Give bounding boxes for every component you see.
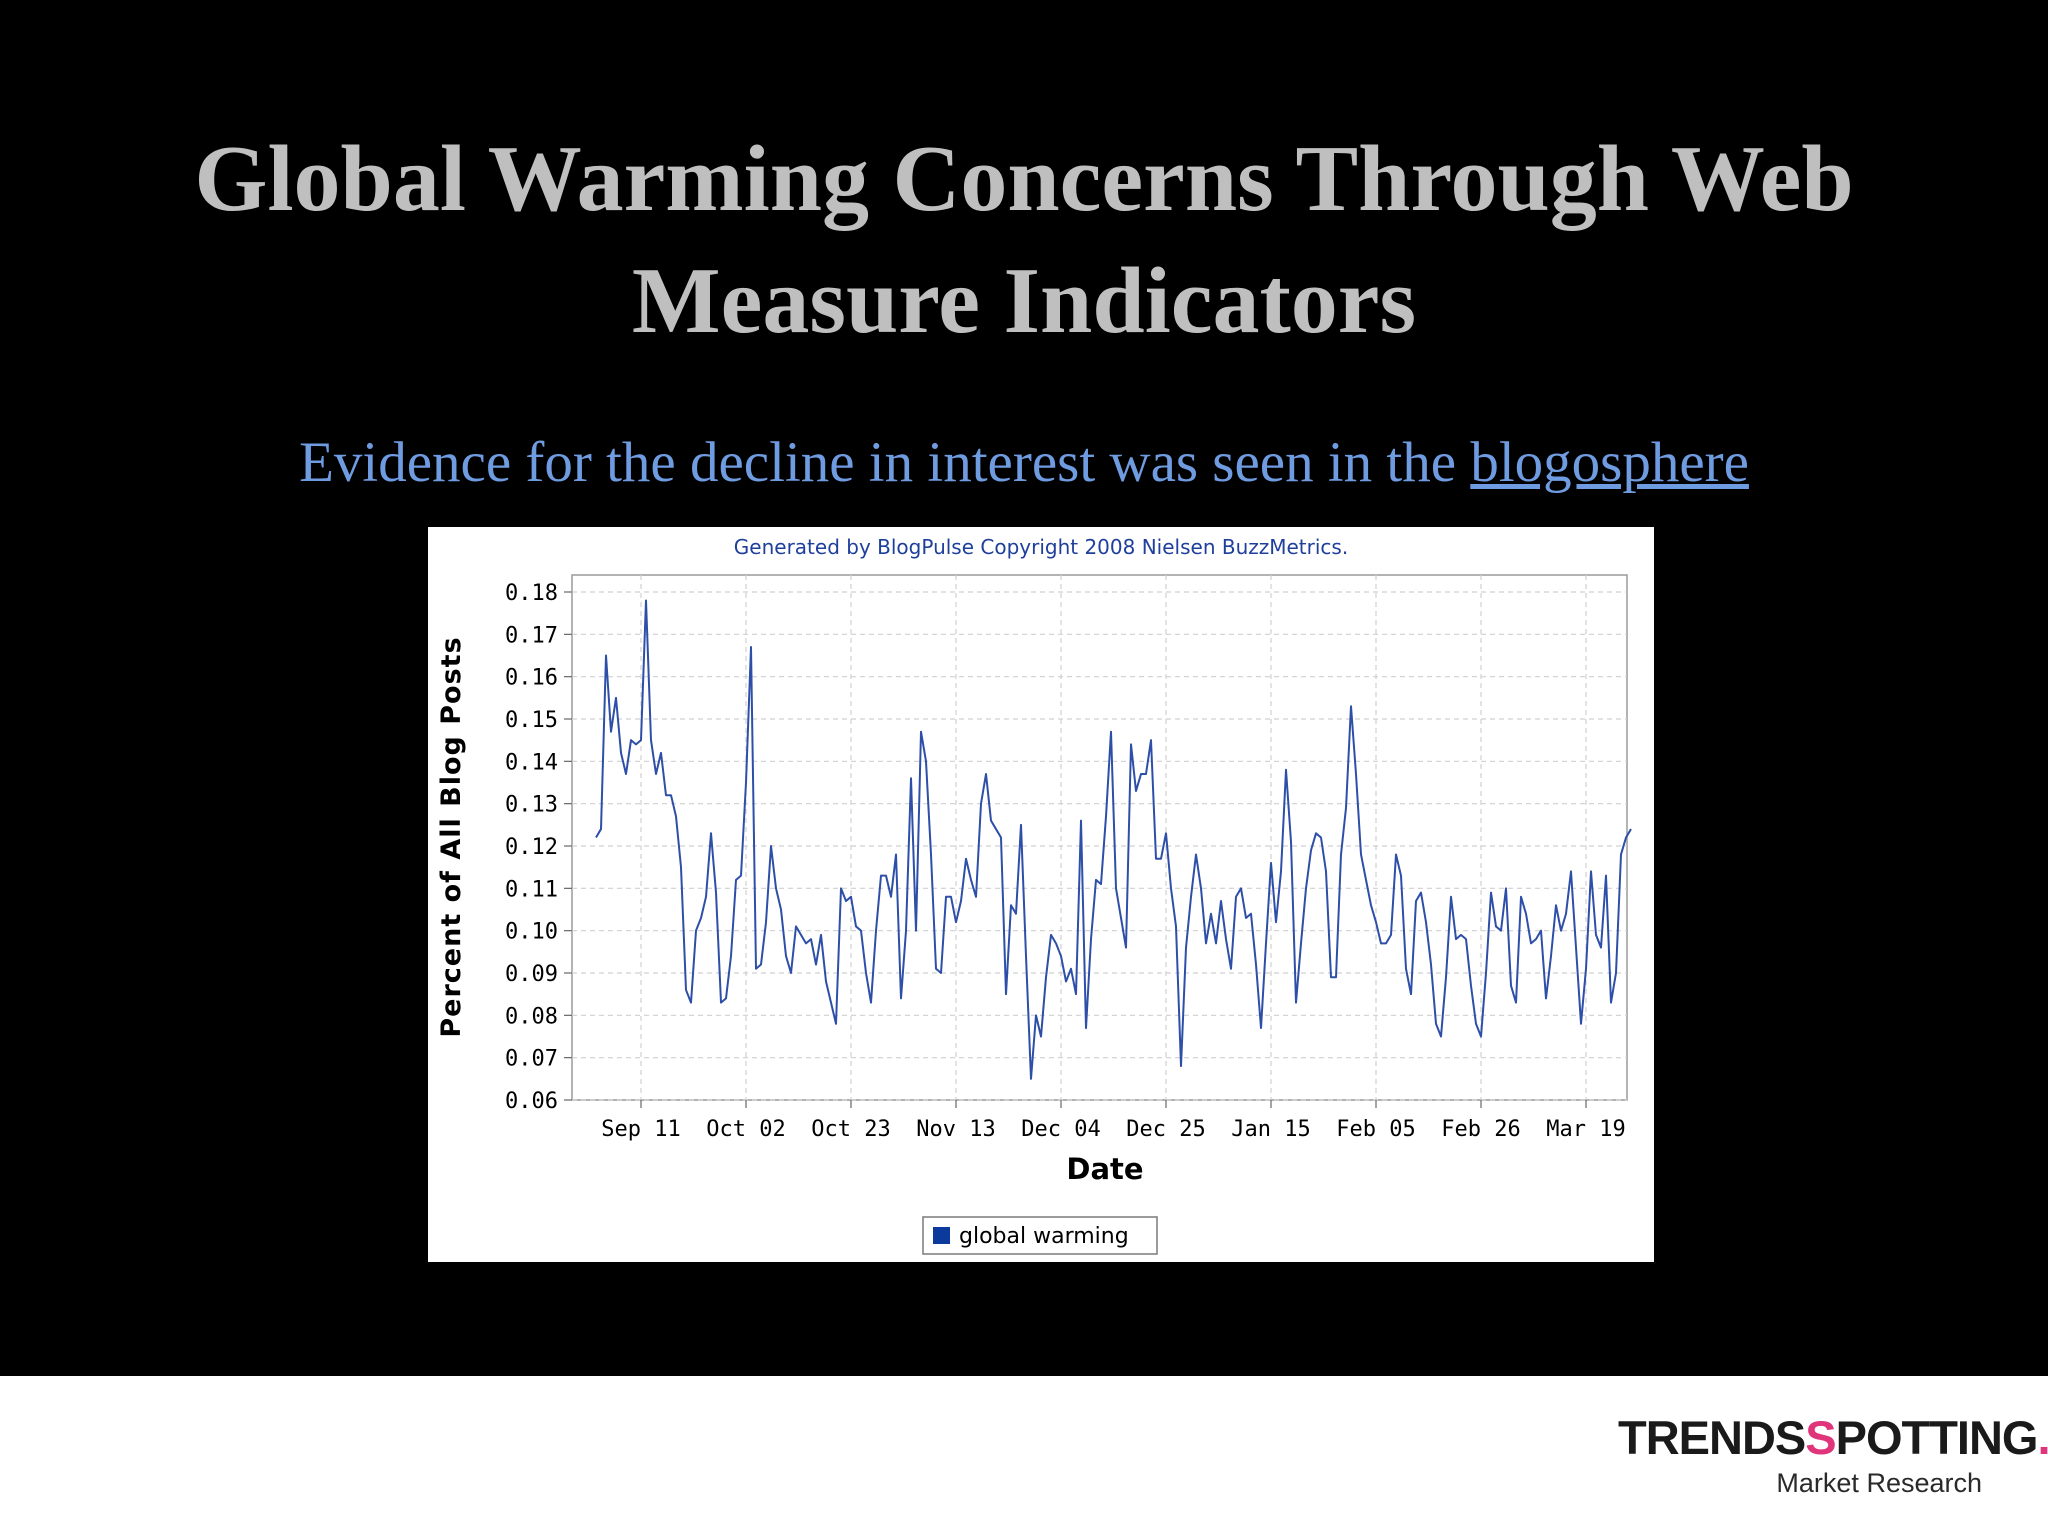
logo-part-2: POTTING	[1835, 1411, 2039, 1464]
legend-swatch	[933, 1227, 950, 1244]
y-tick-label: 0.15	[505, 708, 558, 733]
x-tick-label: Jan 15	[1231, 1117, 1310, 1142]
title-line-1: Global Warming Concerns Through Web	[194, 127, 1854, 231]
x-tick-label: Mar 19	[1546, 1117, 1625, 1142]
logo-dot: .	[2037, 1411, 2048, 1464]
y-tick-label: 0.09	[505, 962, 558, 987]
y-ticks: 0.18 0.17 0.16 0.15 0.14 0.13 0.12 0.11 0.10 0.09…	[505, 581, 572, 1114]
x-tick-label: Dec 25	[1126, 1117, 1205, 1142]
x-axis-label: Date	[1066, 1152, 1143, 1186]
legend-box	[922, 1216, 1158, 1255]
blogpulse-chart: Generated by BlogPulse Copyright 2008 Ni…	[428, 527, 1654, 1262]
logo-mark: S	[1805, 1411, 1836, 1464]
x-tick-label: Oct 02	[706, 1117, 785, 1142]
y-tick-label: 0.18	[505, 581, 558, 606]
y-tick-label: 0.11	[505, 877, 558, 902]
plot-area	[571, 574, 1628, 1101]
series-line-global-warming	[595, 599, 1632, 1080]
y-axis-label: Percent of All Blog Posts	[436, 636, 467, 1037]
footer-bar	[0, 1376, 2048, 1536]
x-tick-label: Feb 05	[1336, 1117, 1415, 1142]
y-tick-label: 0.07	[505, 1047, 558, 1072]
slide-title: Global Warming Concerns Through Web Meas…	[0, 118, 2048, 362]
x-ticks: Sep 11 Oct 02 Oct 23 Nov 13 Dec 04 Dec 25 Jan …	[601, 1100, 1626, 1142]
subtitle-text: Evidence for the decline in interest was…	[299, 431, 1471, 494]
x-tick-label: Nov 13	[916, 1117, 995, 1142]
logo-part-1: TRENDS	[1618, 1411, 1806, 1464]
y-tick-label: 0.08	[505, 1004, 558, 1029]
legend-label: global warming	[959, 1224, 1129, 1249]
logo-wordmark: TRENDSSPOTTING.	[1618, 1410, 2048, 1466]
chart-title: Generated by BlogPulse Copyright 2008 Ni…	[734, 535, 1348, 559]
title-line-2: Measure Indicators	[631, 249, 1417, 353]
subtitle: Evidence for the decline in interest was…	[0, 428, 2048, 498]
y-tick-label: 0.10	[505, 920, 558, 945]
y-tick-label: 0.13	[505, 793, 558, 818]
blogosphere-link[interactable]: blogosphere	[1470, 431, 1749, 494]
trendspotting-logo: TRENDSSPOTTING. Market Research	[1618, 1410, 2048, 1510]
y-tick-label: 0.16	[505, 666, 558, 691]
y-tick-label: 0.12	[505, 835, 558, 860]
y-tick-label: 0.17	[505, 623, 558, 648]
chart-svg: Generated by BlogPulse Copyright 2008 Ni…	[436, 535, 1632, 1255]
legend: global warming	[922, 1216, 1158, 1255]
x-tick-label: Sep 11	[601, 1117, 680, 1142]
y-tick-label: 0.14	[505, 750, 558, 775]
x-tick-label: Oct 23	[811, 1117, 890, 1142]
logo-tagline: Market Research	[1776, 1468, 1982, 1498]
x-tick-label: Dec 04	[1021, 1117, 1100, 1142]
x-tick-label: Feb 26	[1441, 1117, 1520, 1142]
y-tick-label: 0.06	[505, 1089, 558, 1114]
